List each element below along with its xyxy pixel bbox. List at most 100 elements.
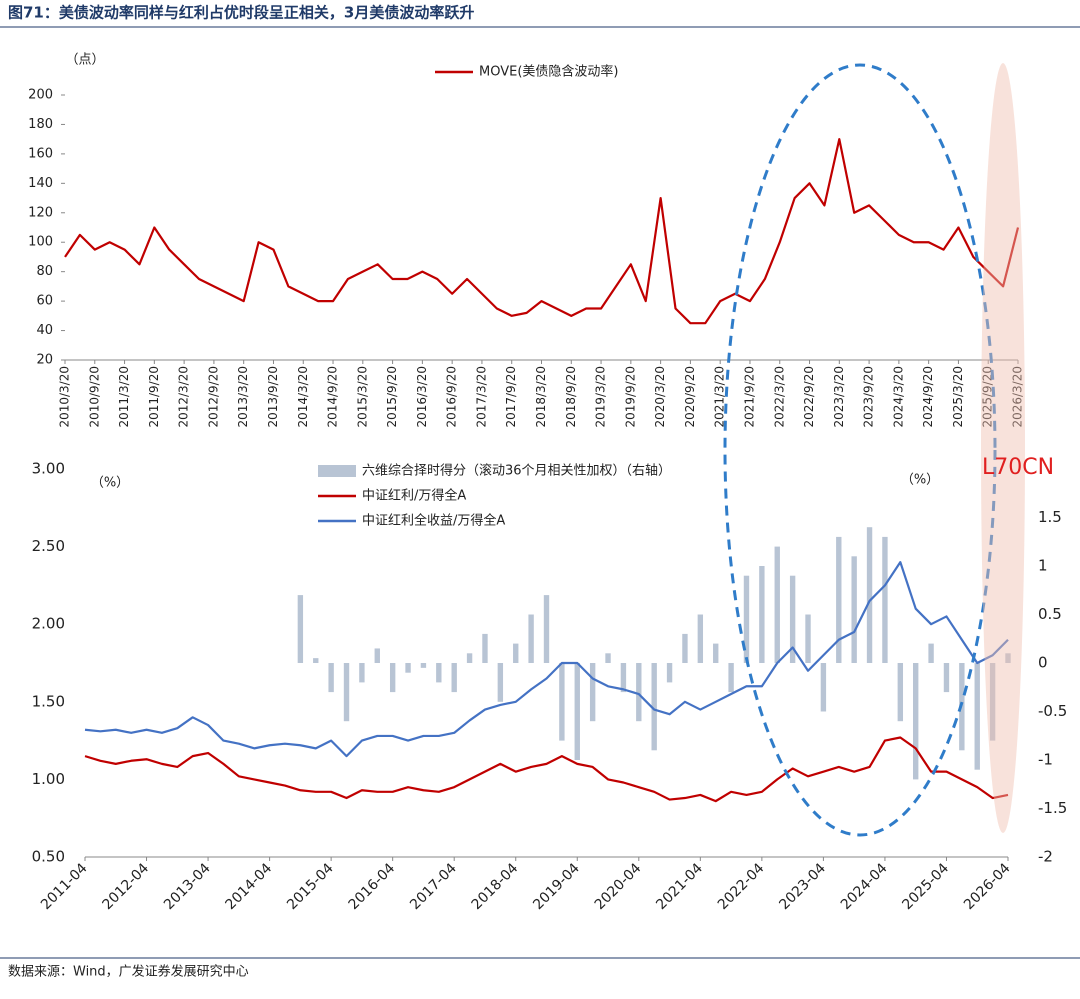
x-tick-label: 2012/9/20 [206, 366, 220, 428]
x-tick-label: 2014/3/20 [296, 366, 310, 428]
x-tick-label: 2013-04 [161, 860, 214, 913]
bar [836, 536, 842, 663]
x-tick-label: 2023/3/20 [832, 366, 846, 428]
bar [743, 575, 750, 663]
x-tick-label: 2024-04 [838, 860, 891, 913]
x-tick-label: 2022-04 [715, 860, 768, 913]
x-tick-label: 2024/9/20 [921, 366, 935, 428]
line-series [64, 138, 1020, 325]
x-tick-label: 2021-04 [653, 860, 706, 913]
x-tick-label: 2013/3/20 [236, 366, 250, 428]
bar [436, 663, 442, 683]
x-tick-label: 2022/9/20 [802, 366, 816, 428]
charts: （点） 20 40 60 80 100 120 140 160 180 200 2010/3/20 20… [28, 53, 1067, 914]
y2-tick-label: 0 [1038, 654, 1048, 672]
bar [697, 614, 704, 663]
x-tick-label: 2016-04 [346, 860, 399, 913]
y-tick-label: 20 [36, 353, 53, 368]
bar [359, 663, 365, 683]
x-tick-label: 2020-04 [592, 860, 645, 913]
x-tick-label: 2011/3/20 [117, 366, 131, 428]
x-tick-label: 2011/9/20 [147, 366, 161, 428]
y-tick-label: 2.00 [32, 615, 65, 633]
y-tick-label: 80 [36, 264, 53, 279]
highlight-band [981, 63, 1025, 833]
x-tick-label: 2018/3/20 [534, 366, 548, 428]
x-tick-label: 2020/3/20 [653, 366, 667, 428]
x-tick-label: 2021/3/20 [713, 366, 727, 428]
bar [636, 663, 642, 722]
bar [974, 663, 980, 770]
bar [820, 663, 827, 712]
x-tick-label: 2018/9/20 [564, 366, 578, 428]
x-tick-label: 2018-04 [469, 860, 522, 913]
y-tick-label: 100 [28, 235, 53, 250]
y-tick-label: 2.50 [32, 537, 65, 555]
x-tick-label: 2025/3/20 [951, 366, 965, 428]
bar [759, 566, 765, 663]
bar [605, 653, 611, 663]
x-tick-label: 2022/3/20 [772, 366, 786, 428]
bar [805, 614, 811, 663]
bar [497, 663, 504, 702]
y2-tick-label: -1.5 [1038, 799, 1067, 817]
x-tick-label: 2019/3/20 [594, 366, 608, 428]
y-tick-label: 200 [28, 88, 53, 103]
bar [574, 663, 580, 760]
bar [313, 658, 319, 663]
legend-label: 六维综合择时得分（滚动36个月相关性加权）（右轴） [362, 463, 671, 479]
bar [589, 663, 596, 722]
y-tick-label: 120 [28, 205, 53, 220]
x-tick-label: 2014-04 [223, 860, 276, 913]
bar [913, 663, 919, 780]
x-tick-label: 2026-04 [961, 860, 1014, 913]
source: 数据来源：Wind，广发证券发展研究中心 [8, 964, 249, 980]
y2-tick-label: 1.5 [1038, 508, 1062, 526]
y-tick-label: 0.50 [32, 848, 65, 866]
x-tick-label: 2015-04 [284, 860, 337, 913]
x-tick-label: 2011-04 [38, 860, 91, 913]
x-tick-label: 2019-04 [530, 860, 583, 913]
bar [989, 663, 996, 741]
bar [405, 663, 411, 673]
x-tick-label: 2019/9/20 [623, 366, 637, 428]
bar [559, 663, 565, 741]
bar [728, 663, 734, 693]
x-tick-label: 2017/9/20 [504, 366, 518, 428]
x-tick-label: 2023-04 [776, 860, 829, 913]
x-tick-label: 2025/9/20 [981, 366, 995, 428]
y-tick-label: 160 [28, 146, 53, 161]
y2-tick-label: -2 [1038, 848, 1053, 866]
bar [774, 546, 780, 663]
bar [651, 663, 657, 751]
bar [620, 663, 627, 693]
bar [866, 527, 873, 663]
x-tick-label: 2023/9/20 [862, 366, 876, 428]
bar [482, 633, 488, 663]
line-series [84, 736, 1009, 803]
y-tick-label: 1.00 [32, 770, 65, 788]
x-tick-label: 2026/3/20 [1011, 366, 1025, 428]
y-tick-label: 40 [36, 323, 53, 338]
bar [466, 653, 473, 663]
x-tick-label: 2015/9/20 [385, 366, 399, 428]
legend-swatch [318, 465, 356, 477]
x-tick-label: 2020/9/20 [683, 366, 697, 428]
y2-tick-label: 0.5 [1038, 605, 1062, 623]
legend-label: MOVE(美债隐含波动率) [479, 64, 618, 80]
bar [943, 663, 950, 693]
bar [851, 556, 857, 663]
legend-label: 中证红利/万得全A [362, 488, 466, 504]
bar [713, 643, 719, 663]
bar [328, 663, 334, 693]
bar [682, 633, 688, 663]
x-tick-label: 2014/9/20 [326, 366, 340, 428]
x-tick-label: 2024/3/20 [891, 366, 905, 428]
bar [513, 643, 519, 663]
legend-label: 中证红利全收益/万得全A [362, 513, 505, 529]
bar [389, 663, 396, 693]
x-tick-label: 2012-04 [100, 860, 153, 913]
x-tick-label: 2013/9/20 [266, 366, 280, 428]
y2-tick-label: 1 [1038, 557, 1048, 575]
